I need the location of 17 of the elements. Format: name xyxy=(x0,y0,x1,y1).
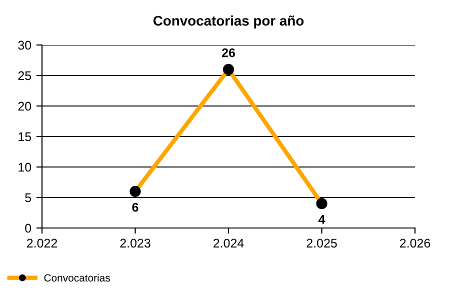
y-tick-label: 0 xyxy=(25,224,32,233)
y-tick-label: 10 xyxy=(18,162,32,172)
y-tick-label: 30 xyxy=(18,40,32,50)
x-tick-label: 2.026 xyxy=(400,238,430,248)
data-label: 6 xyxy=(132,202,138,212)
x-tick-label: 2.024 xyxy=(213,238,244,248)
x-tick-label: 2.022 xyxy=(26,238,58,248)
y-tick-label: 25 xyxy=(18,71,32,80)
data-label: 4 xyxy=(318,215,326,224)
legend-label: Convocatorias xyxy=(44,274,110,282)
x-tick-label: 2.023 xyxy=(120,238,150,248)
y-tick-label: 20 xyxy=(18,102,32,111)
x-tick-label: 2.025 xyxy=(306,238,337,248)
y-tick-label: 5 xyxy=(25,193,32,202)
data-label: 26 xyxy=(222,48,235,58)
chart-title: Convocatorias por año xyxy=(153,15,304,28)
y-tick-label: 15 xyxy=(18,132,32,142)
